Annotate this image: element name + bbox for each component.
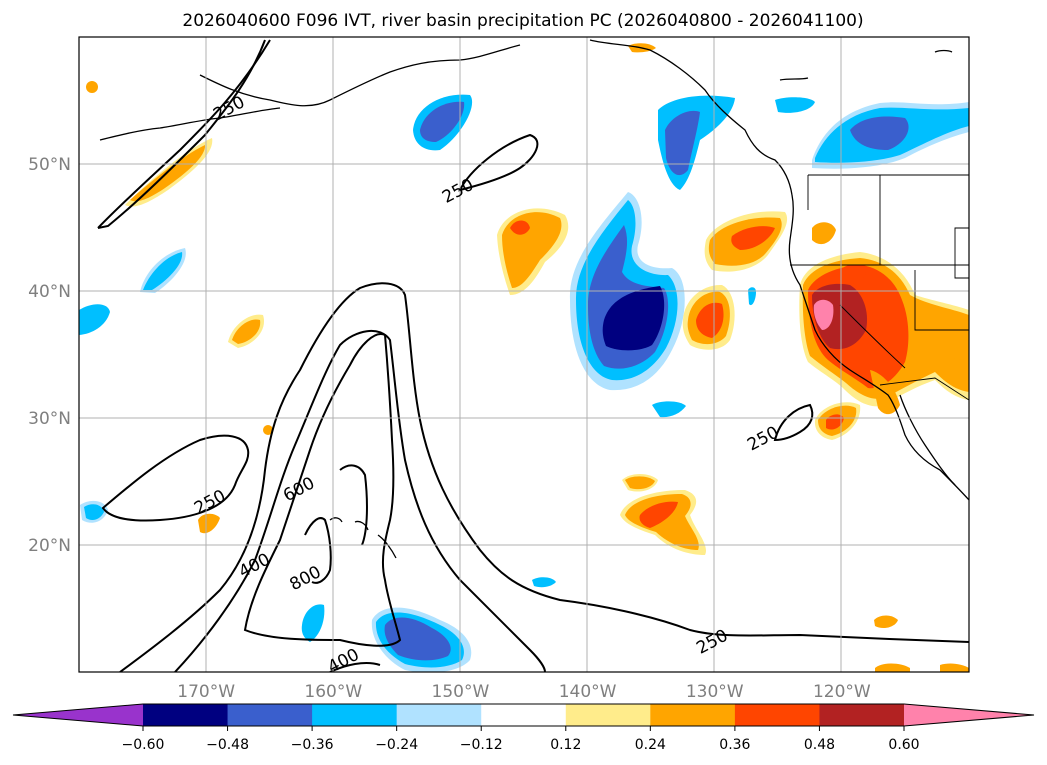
pc-region	[874, 615, 898, 628]
colorbar-segment	[819, 704, 905, 726]
coastline	[199, 44, 521, 107]
colorbar-segment	[481, 704, 567, 726]
coastlines	[99, 39, 969, 559]
pc-region	[625, 494, 699, 550]
coastline	[934, 49, 953, 53]
pc-shading	[79, 43, 969, 672]
colorbar-label: 0.60	[888, 737, 919, 753]
chart-title: 2026040600 F096 IVT, river basin precipi…	[182, 11, 863, 31]
colorbar-extend-min	[13, 704, 143, 726]
colorbar-label: −0.60	[122, 737, 165, 753]
coastline	[354, 520, 369, 531]
pc-region	[532, 577, 556, 588]
pc-region	[813, 299, 834, 330]
pc-region	[86, 81, 98, 93]
ivt-contour-250	[97, 39, 266, 229]
pc-region	[930, 327, 969, 360]
colorbar-segment	[396, 704, 482, 726]
coastline	[329, 517, 343, 523]
colorbar-segment	[143, 704, 229, 726]
pc-region	[940, 663, 969, 672]
border	[954, 227, 969, 279]
pc-region	[79, 304, 110, 335]
pc-region	[232, 319, 261, 344]
x-tick-label: 140°W	[559, 682, 617, 702]
colorbar-segment	[650, 704, 736, 726]
colorbar-segment	[312, 704, 398, 726]
y-tick-label: 50°N	[28, 155, 71, 175]
pc-region	[639, 501, 678, 528]
ivt-contour-400	[174, 329, 546, 672]
ivt-contour-600	[243, 333, 402, 647]
colorbar-segment	[227, 704, 313, 726]
colorbar-label: −0.36	[291, 737, 334, 753]
pc-region	[875, 663, 910, 672]
x-tick-label: 150°W	[432, 682, 490, 702]
colorbar-label: −0.48	[206, 737, 249, 753]
pc-region	[696, 302, 724, 338]
colorbar-label: 0.24	[635, 737, 666, 753]
colorbar-segment	[565, 704, 651, 726]
x-tick-label: 130°W	[686, 682, 744, 702]
coastline	[589, 39, 969, 501]
coastline	[899, 394, 956, 486]
pc-region	[665, 110, 700, 176]
pc-region	[748, 287, 756, 306]
ivt-contour-400	[329, 662, 381, 672]
colorbar-label: −0.12	[460, 737, 503, 753]
y-tick-labels: 20°N 30°N 40°N 50°N	[28, 155, 71, 556]
map-frame	[78, 36, 970, 673]
x-tick-label: 120°W	[813, 682, 871, 702]
gridlines	[79, 37, 969, 672]
ivt-contour-250	[101, 434, 250, 522]
x-tick-label: 170°W	[177, 682, 235, 702]
colorbar-extend-max	[904, 704, 1034, 726]
ivt-contour-250	[119, 282, 969, 672]
ivt-contour-250	[773, 403, 814, 442]
ivt-contour-800	[339, 464, 368, 546]
pc-region	[625, 476, 655, 490]
y-tick-label: 40°N	[28, 282, 71, 302]
colorbar: −0.60 −0.48 −0.36 −0.24 −0.12 0.12 0.24 0.36 0.4…	[12, 703, 1035, 753]
pc-region	[602, 286, 665, 351]
country-borders	[790, 174, 969, 401]
ivt-contour-250	[458, 133, 539, 192]
colorbar-label: 0.12	[550, 737, 581, 753]
x-tick-label: 160°W	[304, 682, 362, 702]
pc-region	[850, 116, 909, 150]
pc-region	[812, 222, 836, 245]
pc-region	[301, 604, 325, 642]
y-tick-label: 30°N	[28, 409, 71, 429]
pc-region	[198, 513, 220, 534]
coastline	[99, 107, 281, 141]
border	[879, 377, 969, 401]
pc-region	[263, 425, 273, 435]
colorbar-label: 0.36	[719, 737, 750, 753]
pc-region	[143, 252, 183, 290]
y-tick-label: 20°N	[28, 536, 71, 556]
colorbar-segment	[734, 704, 820, 726]
pc-region	[731, 226, 775, 250]
pc-region	[510, 220, 530, 235]
border	[839, 304, 906, 369]
pc-region	[652, 401, 686, 418]
pc-region	[84, 504, 104, 520]
pc-region	[420, 101, 465, 142]
colorbar-label: 0.48	[804, 737, 835, 753]
pc-region	[384, 617, 451, 661]
pc-region	[840, 264, 866, 284]
ivt-contour-250	[97, 39, 271, 229]
x-tick-labels: 170°W 160°W 150°W 140°W 130°W 120°W	[177, 682, 871, 702]
pc-region	[775, 97, 815, 113]
coastline	[779, 77, 809, 81]
colorbar-label: −0.24	[375, 737, 418, 753]
border	[914, 270, 969, 331]
